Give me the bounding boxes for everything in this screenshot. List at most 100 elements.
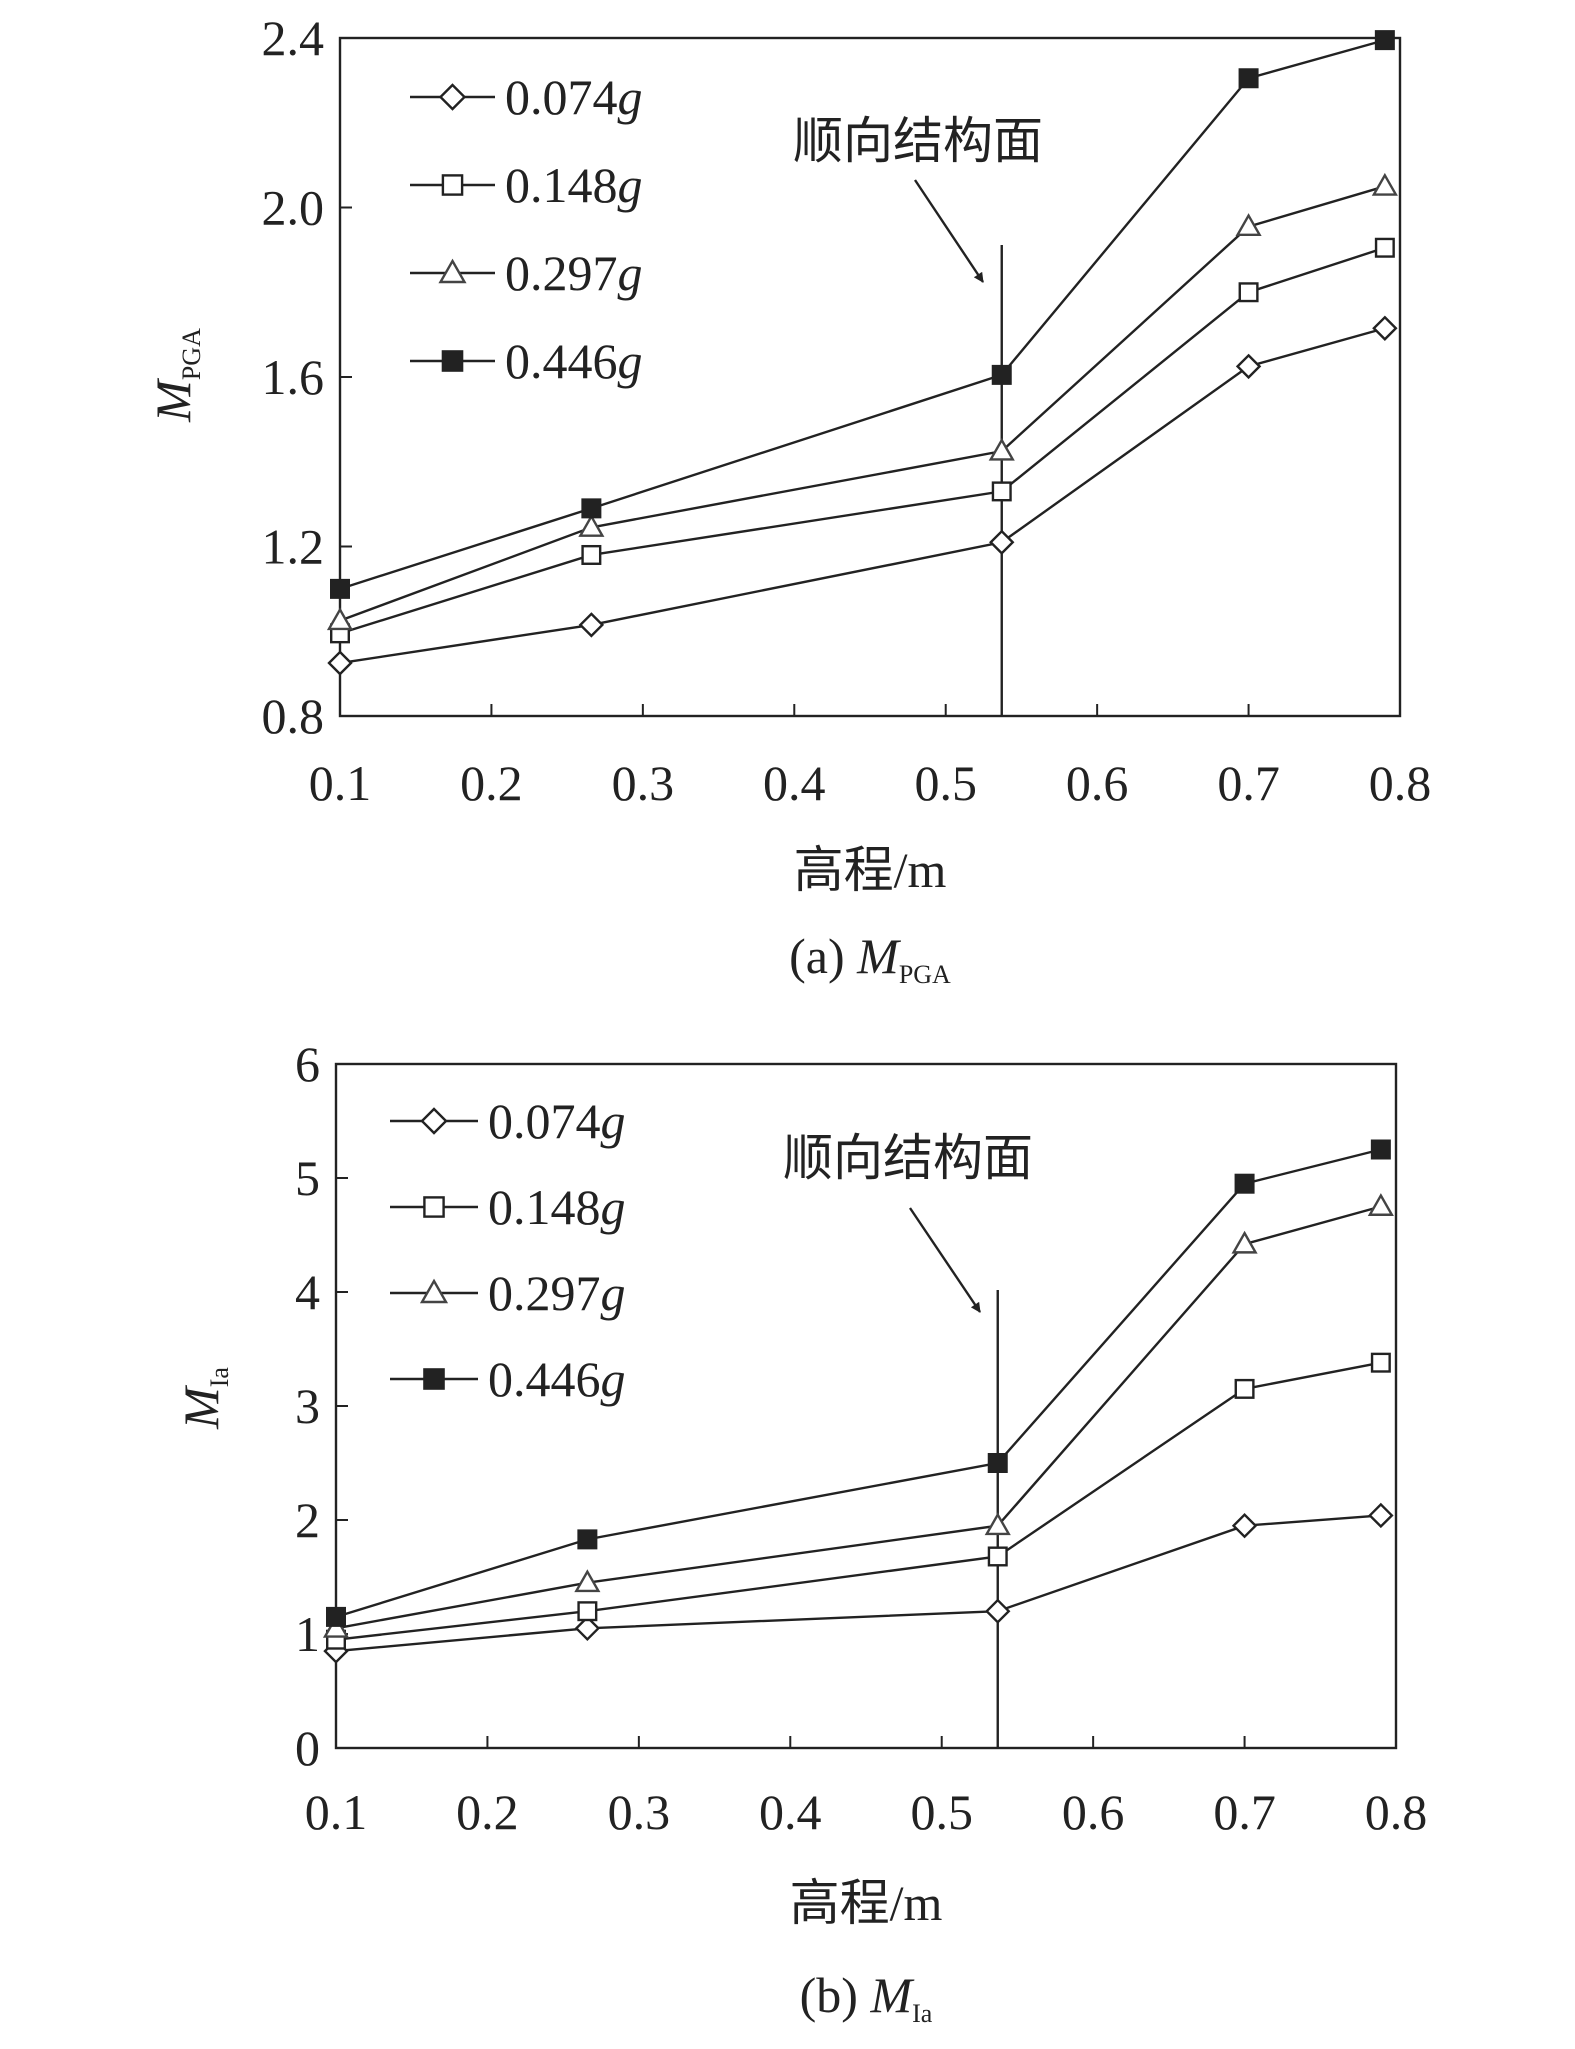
caption-main: M: [869, 1967, 914, 2023]
data-point-2-4: [1371, 172, 1398, 196]
x-tick-label: 0.4: [759, 1784, 822, 1840]
legend-label-unit: g: [618, 69, 643, 125]
x-tick-label: 0.3: [612, 755, 675, 811]
data-point-2-2: [988, 437, 1015, 461]
legend-label-value: 0.446: [505, 333, 618, 389]
data-point-3-4: [1370, 1139, 1391, 1160]
x-tick-label: 0.1: [309, 755, 372, 811]
legend-label-value: 0.446: [488, 1351, 601, 1407]
x-tick-label: 0.2: [456, 1784, 519, 1840]
legend-label-unit: g: [618, 245, 643, 301]
x-tick-label: 0.8: [1365, 1784, 1428, 1840]
annotation-arrow: [914, 179, 984, 283]
data-point-3-0: [330, 578, 351, 599]
panel-caption: (a) MPGA: [789, 928, 951, 989]
y-tick-label: 5: [295, 1150, 320, 1206]
data-point-3-0: [326, 1606, 347, 1627]
x-axis-title: 高程/m: [790, 1875, 943, 1931]
x-tick-label: 0.4: [763, 755, 826, 811]
legend-marker: [423, 1368, 445, 1390]
y-axis-title-sub: Ia: [205, 1367, 234, 1388]
series-line-0: [335, 1514, 1381, 1653]
data-point-0-3: [1235, 353, 1262, 380]
legend-label-value: 0.074: [505, 69, 618, 125]
legend-label-unit: g: [601, 1265, 626, 1321]
data-point-2-1: [574, 1569, 601, 1593]
y-tick-label: 2.4: [262, 10, 325, 66]
series-line-1: [339, 246, 1386, 635]
x-tick-label: 0.6: [1066, 755, 1129, 811]
data-point-2-3: [1235, 213, 1262, 237]
y-tick-label: 3: [295, 1378, 320, 1434]
y-axis-title: MIa: [173, 1367, 234, 1430]
data-point-3-1: [581, 498, 602, 519]
y-tick-label: 0: [295, 1720, 320, 1776]
y-tick-label: 1.2: [262, 519, 325, 575]
caption-prefix: (a): [789, 928, 857, 984]
legend-label-unit: g: [601, 1093, 626, 1149]
y-tick-label: 0.8: [262, 688, 325, 744]
x-tick-label: 0.3: [608, 1784, 671, 1840]
data-point-2-4: [1367, 1193, 1394, 1216]
x-tick-label: 0.2: [460, 755, 523, 811]
y-tick-label: 4: [295, 1264, 320, 1320]
caption-prefix: (b): [800, 1967, 871, 2023]
x-tick-label: 0.7: [1217, 755, 1280, 811]
legend-marker: [441, 350, 464, 372]
legend-label: 0.074g: [505, 69, 643, 125]
legend-label: 0.148g: [505, 157, 643, 213]
data-point-1-3: [1234, 1378, 1255, 1399]
caption-sub: PGA: [899, 960, 951, 989]
x-tick-label: 0.6: [1062, 1784, 1125, 1840]
data-point-0-1: [578, 612, 605, 638]
annotation-label: 顺向结构面: [783, 1130, 1033, 1186]
legend-label: 0.148g: [488, 1179, 626, 1235]
data-point-3-2: [991, 364, 1012, 385]
data-point-3-4: [1374, 30, 1395, 51]
legend-label-value: 0.297: [505, 245, 618, 301]
data-point-1-1: [581, 544, 602, 565]
data-point-1-2: [991, 481, 1012, 502]
data-point-2-3: [1231, 1230, 1258, 1254]
y-tick-label: 6: [295, 1036, 320, 1092]
legend-label: 0.297g: [505, 245, 643, 301]
chart-panel-b: 0.1 0.2 0.3 0.4 0.5 0.6 0.7 0.80123456高程/mMIa(b…: [173, 1036, 1427, 2028]
annotation-label: 顺向结构面: [793, 113, 1043, 169]
data-point-0-2: [989, 529, 1015, 555]
y-axis-title: MPGA: [145, 328, 206, 423]
y-tick-label: 1: [295, 1606, 320, 1662]
data-point-2-0: [322, 1614, 350, 1638]
legend-marker: [419, 1278, 449, 1304]
data-point-0-4: [1368, 1502, 1394, 1529]
data-point-3-1: [577, 1529, 598, 1550]
legend-marker: [441, 174, 464, 196]
data-point-0-3: [1231, 1513, 1258, 1539]
data-point-0-0: [327, 650, 353, 676]
legend-label: 0.446g: [505, 333, 643, 389]
data-point-2-1: [578, 514, 605, 537]
data-point-1-1: [577, 1601, 598, 1622]
caption-sub: Ia: [912, 1999, 933, 2028]
data-point-0-2: [985, 1598, 1011, 1624]
data-point-2-0: [326, 607, 354, 631]
legend-label-value: 0.148: [488, 1179, 601, 1235]
data-point-3-3: [1238, 68, 1259, 89]
series-line-0: [339, 327, 1386, 665]
legend-label-unit: g: [618, 333, 643, 389]
legend-marker: [438, 83, 467, 111]
data-point-0-1: [574, 1615, 601, 1641]
x-tick-label: 0.5: [910, 1784, 973, 1840]
data-point-0-4: [1372, 315, 1398, 341]
data-point-1-2: [987, 1546, 1008, 1567]
y-tick-label: 1.6: [262, 349, 325, 405]
data-point-3-3: [1234, 1173, 1255, 1194]
legend-label-unit: g: [601, 1351, 626, 1407]
x-tick-label: 0.1: [305, 1784, 368, 1840]
panel-caption: (b) MIa: [800, 1967, 933, 2028]
chart-panel-a: 0.1 0.2 0.3 0.4 0.5 0.6 0.7 0.8 0.8 1.2 1.6 2.0 2.4 高…: [145, 10, 1431, 989]
data-point-3-2: [987, 1452, 1008, 1473]
legend-label-unit: g: [601, 1179, 626, 1235]
legend-label-value: 0.074: [488, 1093, 601, 1149]
data-point-1-4: [1370, 1352, 1391, 1373]
